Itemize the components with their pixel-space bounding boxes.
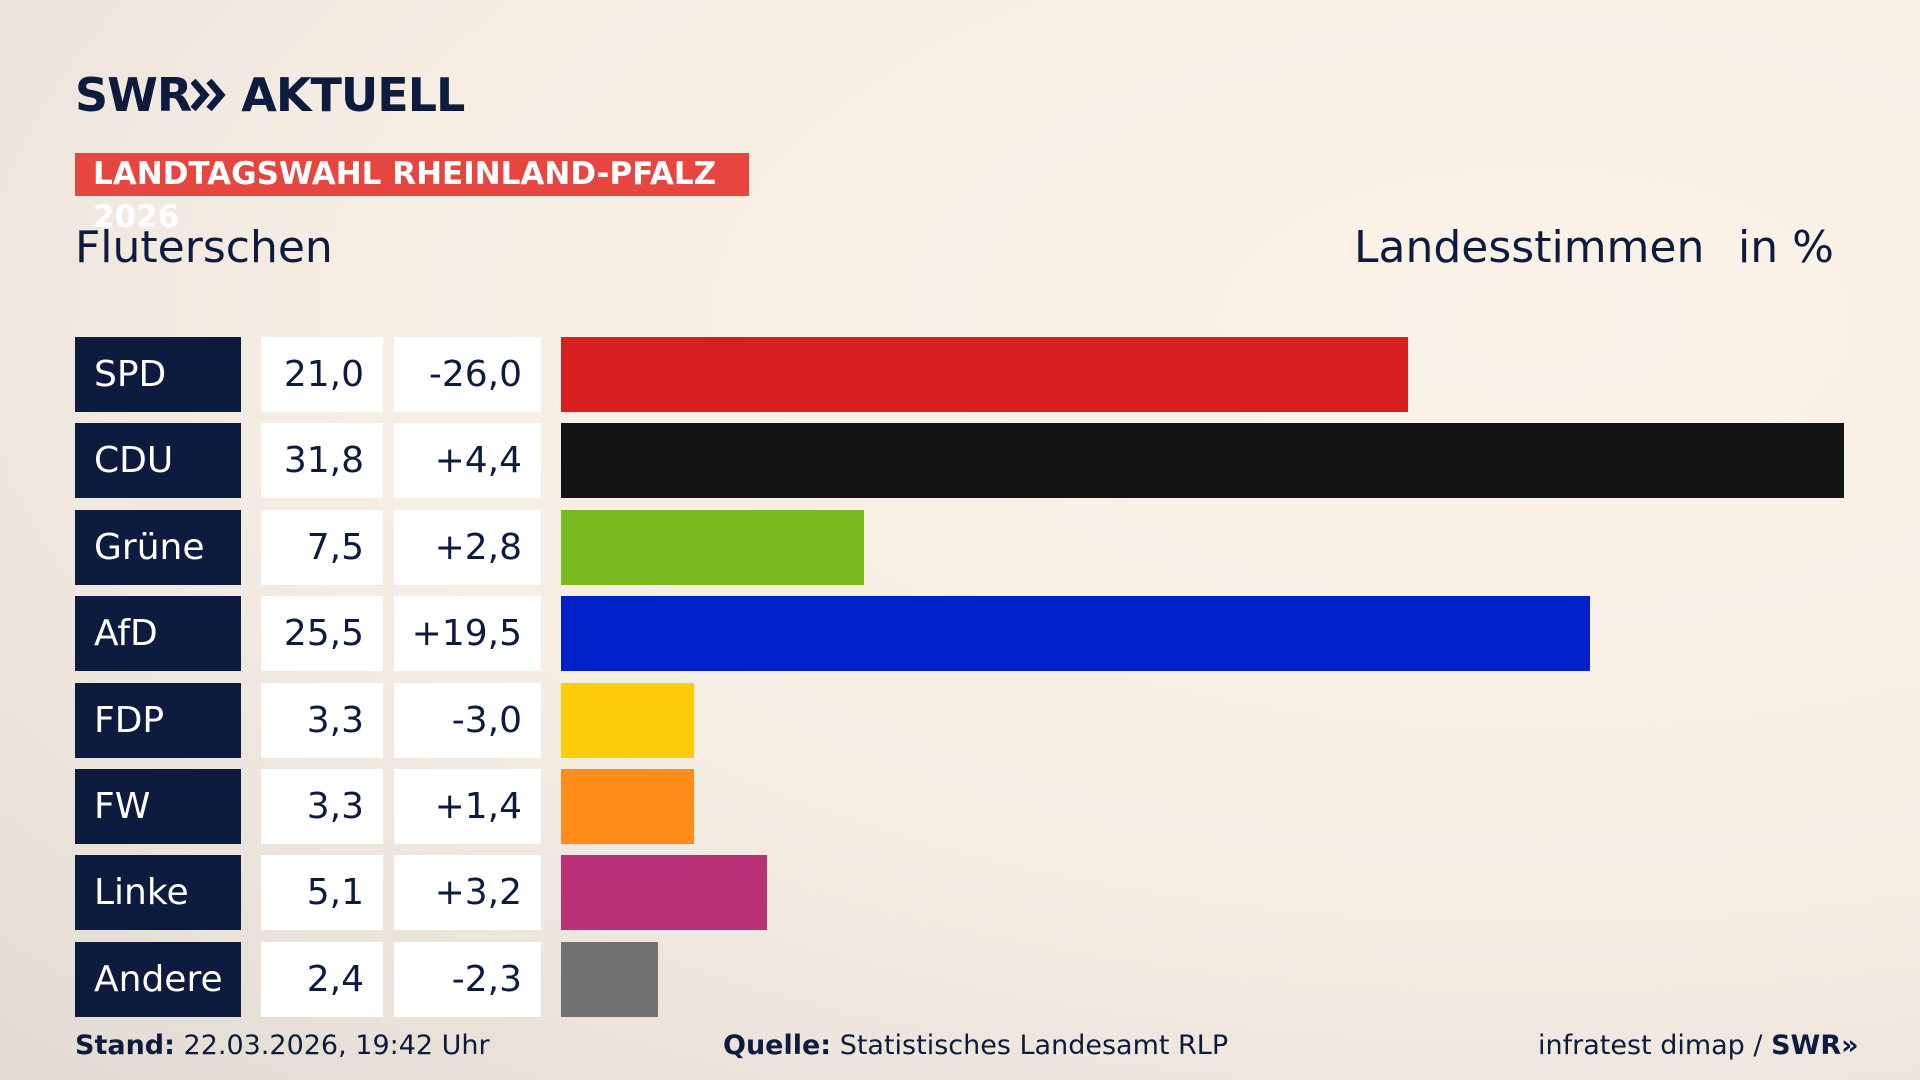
subtitle: LANDTAGSWAHL RHEINLAND-PFALZ 2026 — [75, 153, 749, 235]
value-label: 21,0 — [261, 337, 383, 412]
party-label: Andere — [75, 941, 241, 1017]
party-label: SPD — [75, 337, 241, 412]
value-label: 31,8 — [261, 423, 383, 499]
credit-text: infratest dimap / — [1538, 1030, 1763, 1061]
bar — [561, 855, 767, 931]
stand: Stand: 22.03.2026, 19:42 Uhr — [75, 1030, 490, 1061]
bar — [561, 509, 864, 585]
source: Quelle: Statistisches Landesamt RLP — [723, 1030, 1228, 1061]
bar — [561, 769, 695, 844]
party-label: Grüne — [75, 509, 241, 585]
source-label: Quelle: — [723, 1030, 832, 1061]
logo: SWR AKTUELL — [75, 68, 465, 122]
value-label: 3,3 — [261, 682, 383, 758]
stand-label: Stand: — [75, 1030, 175, 1061]
change-label: -3,0 — [394, 682, 541, 758]
party-label: Linke — [75, 855, 241, 931]
bar — [561, 423, 1844, 499]
unit: in % — [1738, 222, 1834, 273]
bar — [561, 941, 658, 1017]
change-label: +1,4 — [394, 769, 541, 844]
brand: SWR — [75, 68, 192, 122]
value-label: 5,1 — [261, 855, 383, 931]
party-label: FW — [75, 769, 241, 844]
change-label: +19,5 — [394, 596, 541, 672]
value-label: 3,3 — [261, 769, 383, 844]
credit-chevrons: » — [1841, 1030, 1859, 1061]
product: AKTUELL — [241, 68, 465, 122]
change-label: +3,2 — [394, 855, 541, 931]
change-label: -2,3 — [394, 941, 541, 1017]
value-label: 2,4 — [261, 941, 383, 1017]
party-label: FDP — [75, 682, 241, 758]
value-label: 7,5 — [261, 509, 383, 585]
chevrons — [191, 78, 226, 112]
bar — [561, 337, 1409, 412]
credit: infratest dimap / SWR» — [1538, 1030, 1859, 1061]
measure: Landesstimmen — [1354, 222, 1705, 273]
party-label: CDU — [75, 423, 241, 499]
stand-value: 22.03.2026, 19:42 Uhr — [183, 1030, 490, 1061]
bar — [561, 682, 695, 758]
title: Fluterschen — [75, 222, 333, 273]
change-label: +4,4 — [394, 423, 541, 499]
source-value: Statistisches Landesamt RLP — [839, 1030, 1229, 1061]
change-label: +2,8 — [394, 509, 541, 585]
credit-brand: SWR — [1771, 1030, 1842, 1061]
value-label: 25,5 — [261, 596, 383, 672]
party-label: AfD — [75, 596, 241, 672]
bar — [561, 596, 1590, 672]
change-label: -26,0 — [394, 337, 541, 412]
